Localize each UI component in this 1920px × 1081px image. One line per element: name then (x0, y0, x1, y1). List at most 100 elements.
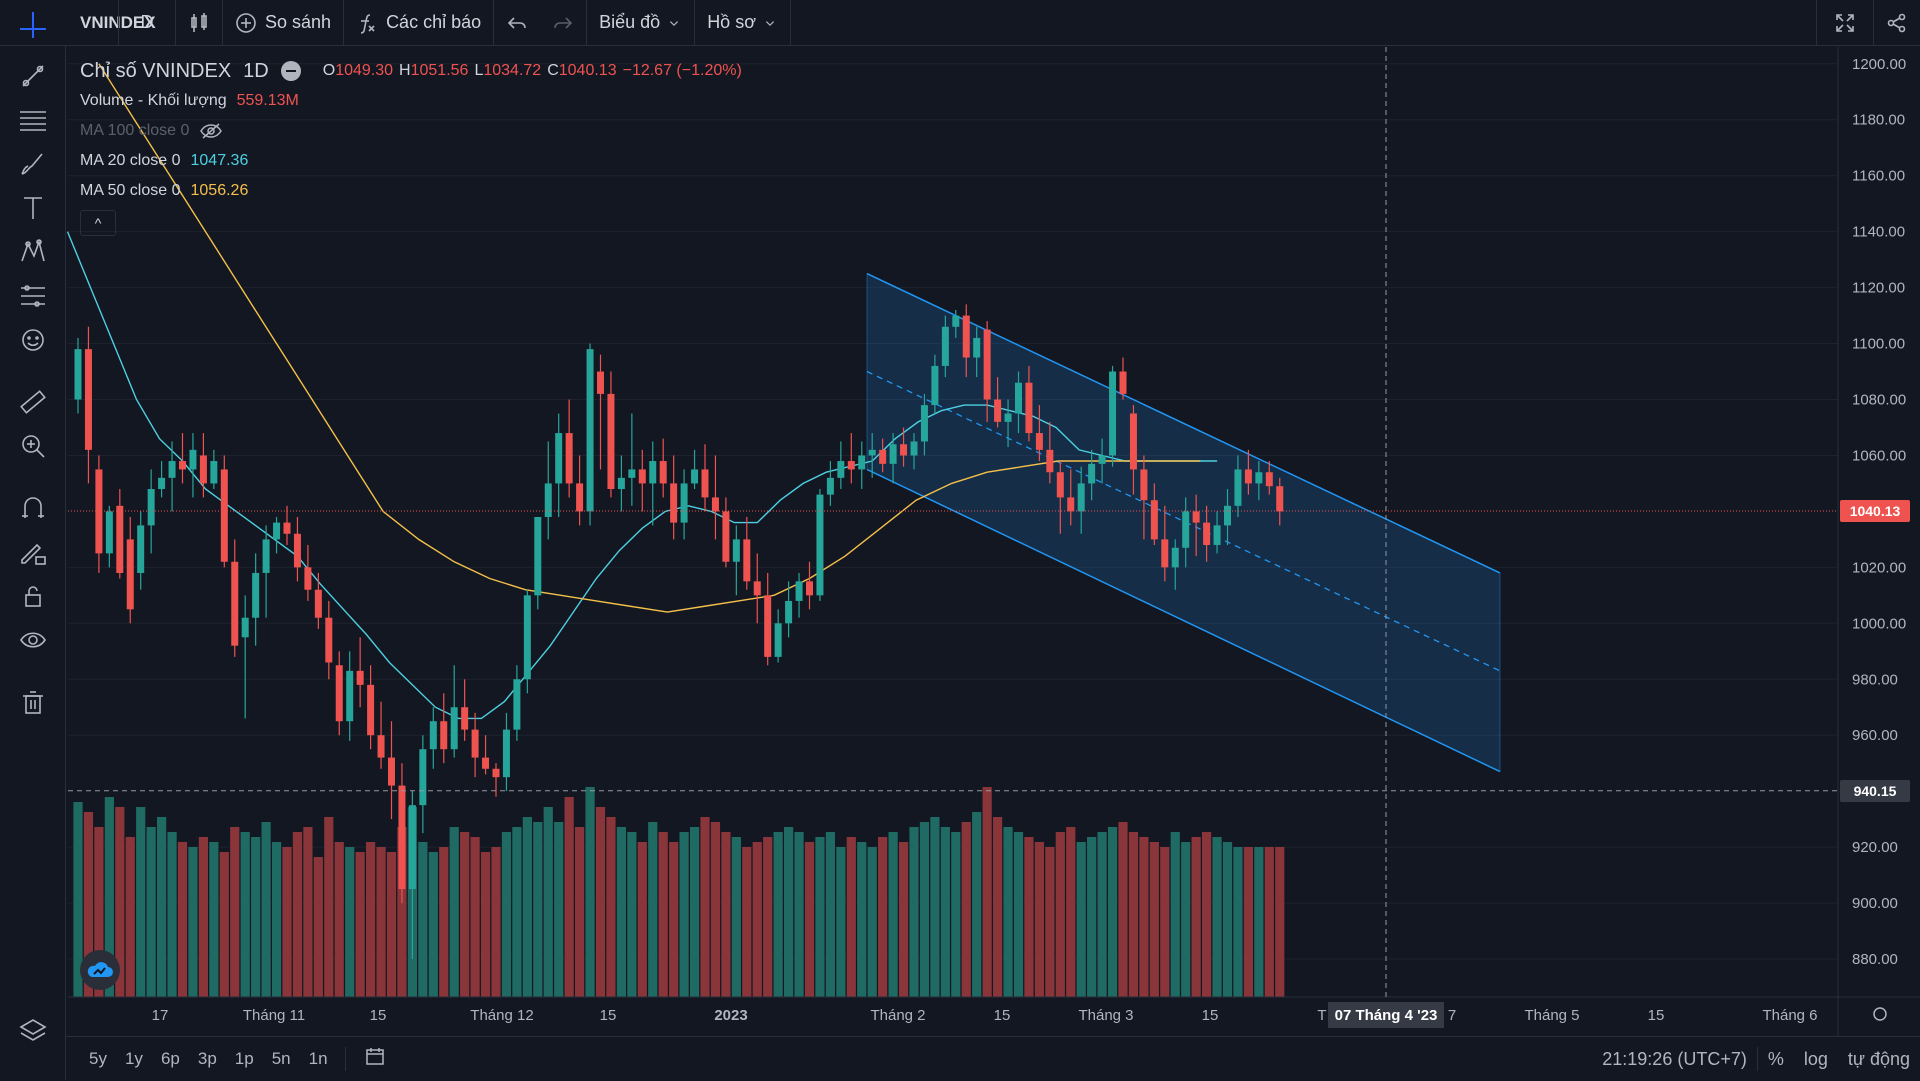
compare-button[interactable]: So sánh (223, 0, 343, 46)
volume-bar (83, 812, 94, 997)
range-button-1y[interactable]: 1y (124, 1048, 143, 1068)
tradingview-logo[interactable] (80, 950, 120, 990)
legend-ma20-row[interactable]: MA 20 close 0 1047.36 (80, 146, 742, 176)
trend-line-tool[interactable] (17, 60, 49, 92)
legend-ma50-row[interactable]: MA 50 close 0 1056.26 (80, 176, 742, 206)
close-value: 1040.13 (558, 62, 617, 79)
divider (118, 0, 119, 46)
text-tool[interactable] (17, 192, 49, 224)
hide-drawings-tool[interactable] (17, 624, 49, 656)
log-scale-toggle[interactable]: log (1803, 1048, 1828, 1069)
legend-title[interactable]: Chỉ số VNINDEX (80, 59, 232, 82)
drawing-toolbar (0, 46, 66, 1080)
range-button-1p[interactable]: 1p (234, 1048, 254, 1068)
percent-scale-toggle[interactable]: % (1767, 1048, 1784, 1069)
price-axis-bg (1838, 47, 1920, 1036)
time-tick-label: Tháng 11 (243, 1007, 305, 1024)
time-tick-label: T (1317, 1007, 1326, 1024)
high-value: 1051.56 (410, 62, 469, 79)
brush-tool[interactable] (17, 148, 49, 180)
legend-ma100-row[interactable]: MA 100 close 0 (80, 116, 742, 146)
time-tick-label: Tháng 2 (870, 1007, 925, 1024)
candle-body (1109, 371, 1117, 456)
price-tick-label: 1140.00 (1852, 224, 1905, 241)
divider (222, 0, 223, 46)
low-key: L (474, 62, 484, 79)
volume-bar (1087, 837, 1097, 997)
volume-bar (1076, 842, 1086, 997)
volume-bar (491, 847, 501, 997)
range-button-5y[interactable]: 5y (89, 1048, 107, 1068)
chart-type-button[interactable] (176, 0, 222, 46)
chart-menu-button[interactable]: Biểu đồ (587, 0, 694, 46)
legend-main-row: Chỉ số VNINDEX 1D O 1049.30 H 1051.56 L 103… (80, 56, 742, 86)
remove-drawings-tool[interactable] (17, 686, 49, 718)
candle-body (502, 729, 510, 778)
channel-lower-line (866, 468, 1501, 773)
volume-bar (136, 807, 146, 997)
volume-bar (804, 842, 815, 997)
plus-circle-icon (236, 12, 256, 33)
candle-body (1255, 472, 1263, 484)
prediction-tool[interactable] (17, 280, 49, 312)
indicators-button[interactable]: Các chỉ báo (344, 0, 493, 46)
chart-legend: Chỉ số VNINDEX 1D O 1049.30 H 1051.56 L 103… (80, 56, 742, 236)
volume-bar (334, 842, 344, 997)
ma20-name: MA 20 close 0 (80, 152, 181, 169)
fullscreen-button[interactable] (1817, 0, 1873, 46)
volume-bar (1013, 832, 1024, 997)
volume-bar (418, 842, 428, 997)
text-icon (24, 197, 42, 219)
undo-button[interactable] (494, 0, 540, 46)
candle-body (419, 749, 427, 806)
range-button-5n[interactable]: 5n (271, 1048, 291, 1068)
profile-menu-button[interactable]: Hồ sơ (695, 0, 790, 46)
range-button-3p[interactable]: 3p (197, 1048, 217, 1068)
candle-body (962, 315, 970, 358)
minus-circle-icon[interactable] (280, 61, 301, 81)
candle-body (1119, 371, 1127, 394)
stay-drawing-tool[interactable] (17, 536, 49, 568)
object-tree-button[interactable] (17, 1014, 49, 1046)
volume-bar (888, 832, 898, 997)
time-tick-label: 15 (370, 1007, 387, 1024)
fib-tool[interactable] (17, 104, 49, 136)
auto-scale-toggle[interactable]: tự động (1847, 1048, 1910, 1069)
share-button[interactable] (1874, 0, 1920, 46)
clock-time[interactable]: 21:19:26 (UTC+7) (1602, 1048, 1747, 1069)
lock-drawings-tool[interactable] (17, 580, 49, 612)
smile-icon (22, 329, 44, 351)
time-tick-label: 7 (1448, 1007, 1456, 1024)
measure-tool[interactable] (17, 386, 49, 418)
volume-bar (480, 852, 491, 997)
candle-body (513, 679, 521, 730)
prediction-icon (21, 285, 45, 307)
goto-date-button[interactable] (354, 1045, 396, 1072)
candle-body (126, 539, 134, 610)
emoji-tool[interactable] (17, 324, 49, 356)
magnet-tool[interactable] (17, 492, 49, 524)
range-button-6p[interactable]: 6p (160, 1048, 180, 1068)
divider (694, 0, 696, 46)
volume-bar (658, 832, 668, 997)
pattern-tool[interactable] (17, 236, 49, 268)
eye-off-icon[interactable] (199, 121, 223, 141)
candle-body (1140, 469, 1148, 501)
interval-button[interactable]: D (140, 12, 154, 32)
time-tick-label: 2023 (714, 1007, 747, 1024)
legend-volume-row[interactable]: Volume - Khối lượng 559.13M (80, 86, 742, 116)
range-button-1n[interactable]: 1n (308, 1048, 328, 1068)
redo-button[interactable] (540, 0, 586, 46)
candle-body (84, 349, 92, 450)
crosshair-tool-icon[interactable] (0, 0, 66, 46)
legend-collapse-button[interactable]: ^ (80, 210, 116, 236)
volume-bar (648, 822, 658, 997)
candle-body (774, 623, 782, 657)
time-tick-label: 15 (1202, 1007, 1219, 1024)
zoom-tool[interactable] (17, 430, 49, 462)
volume-bar (73, 802, 83, 997)
candle-body (210, 461, 218, 484)
volume-bar (909, 827, 919, 997)
volume-bar (836, 847, 846, 997)
